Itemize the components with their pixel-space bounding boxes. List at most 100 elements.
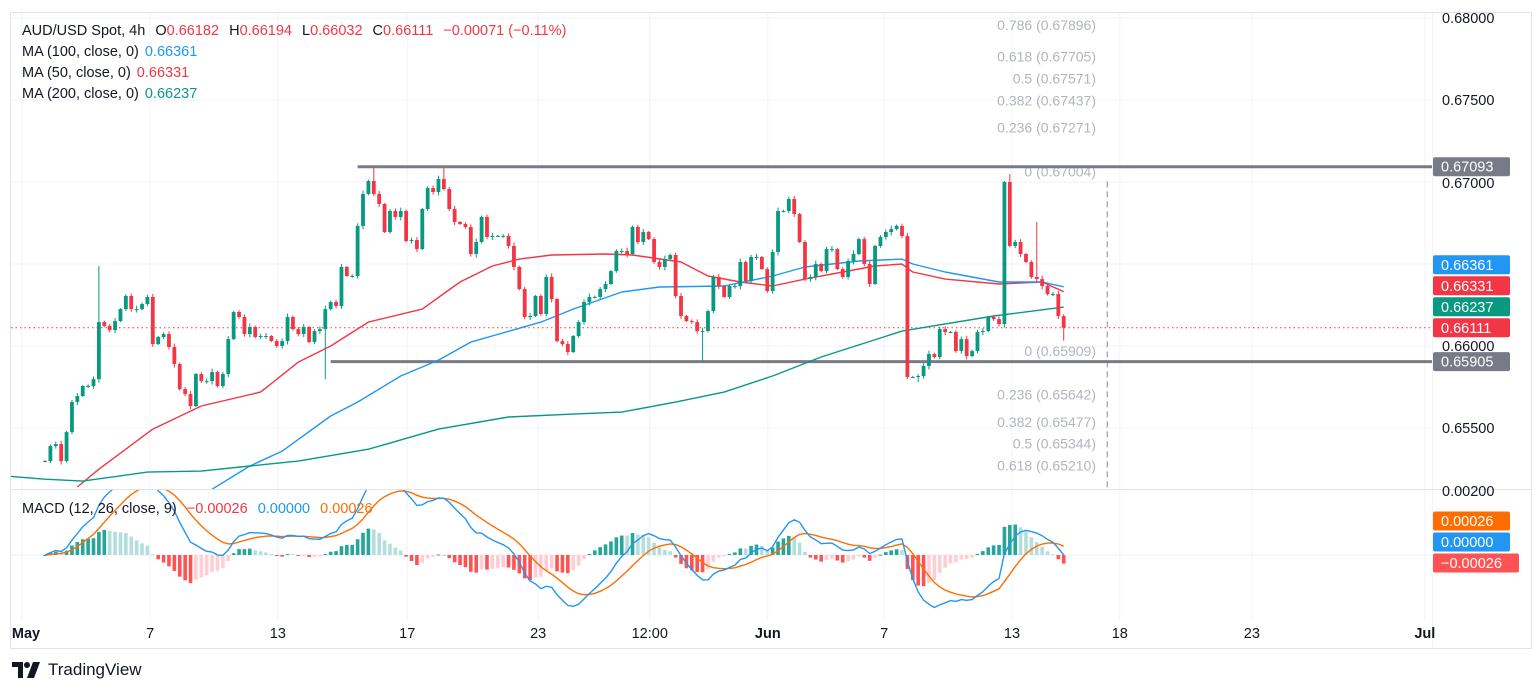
price-pane[interactable]: 0.786 (0.67896) 0.618 (0.67705) 0.5 (0.675… <box>7 17 1432 489</box>
candle <box>328 300 333 311</box>
candle <box>910 376 915 378</box>
candle-body <box>161 334 166 337</box>
price-badge[interactable]: 0.66361 <box>1433 255 1510 275</box>
candle-body <box>280 341 285 346</box>
candle <box>830 246 834 253</box>
macd-histogram-bar <box>749 545 753 555</box>
candle-body <box>797 213 802 243</box>
candle <box>851 250 856 265</box>
candle-body <box>167 334 171 347</box>
macd-histogram-bar <box>328 551 333 555</box>
macd-histogram-bar <box>479 555 484 570</box>
candle <box>883 229 888 240</box>
candle <box>932 352 937 359</box>
macd-histogram-bar <box>679 555 683 564</box>
candle-body <box>652 239 656 263</box>
candle <box>167 331 171 350</box>
candle <box>301 323 306 338</box>
price-badge[interactable]: 0.66331 <box>1433 276 1510 296</box>
candle-body <box>355 225 360 276</box>
macd-badge[interactable]: 0.00000 <box>1433 532 1510 552</box>
price-badge[interactable]: 0.65905 <box>1433 352 1510 372</box>
candle-body <box>997 319 1001 325</box>
candle-body <box>382 203 387 233</box>
horizontal-levels[interactable] <box>11 165 1432 364</box>
candle-body <box>301 326 306 335</box>
ma200-legend[interactable]: MA (200, close, 0) 0.66237 <box>22 85 197 103</box>
macd-badge[interactable]: 0.00026 <box>1433 511 1510 531</box>
candle <box>538 294 543 316</box>
tradingview-logo[interactable]: TradingView <box>12 660 142 680</box>
candle <box>743 260 748 283</box>
macd-legend[interactable]: MACD (12, 26, close, 9) −0.00026 0.00000… <box>22 500 373 518</box>
macd-histogram-bar <box>598 547 602 555</box>
candle <box>425 186 430 211</box>
tradingview-logo-icon <box>12 662 40 678</box>
price-axis[interactable]: 0.68000 0.67500 0.67000 0.66000 0.65500 0.002… <box>1433 11 1519 573</box>
time-axis[interactable]: May 7 13 17 23 12:00 Jun 7 13 18 23 Jul <box>12 626 1435 642</box>
macd-pane[interactable] <box>43 476 1066 609</box>
candle <box>339 263 344 310</box>
candle <box>770 249 775 294</box>
macd-histogram-bar <box>539 555 543 577</box>
candle-body <box>512 245 516 267</box>
price-badge[interactable]: 0.66111 <box>1433 318 1510 338</box>
candle-body <box>53 444 58 447</box>
candle-body <box>156 336 161 345</box>
candle <box>609 270 613 285</box>
candle <box>986 315 991 333</box>
macd-histogram-bar <box>253 550 258 555</box>
candle <box>231 311 236 341</box>
price-badge-bg <box>1433 276 1510 296</box>
candle <box>1040 275 1045 290</box>
candle <box>695 319 700 334</box>
candle <box>786 196 791 214</box>
time-axis-tick: 12:00 <box>632 626 668 642</box>
candle <box>619 248 624 254</box>
macd-histogram-bar <box>964 555 969 560</box>
ma50-legend[interactable]: MA (50, close, 0) 0.66331 <box>22 64 189 82</box>
candle-body <box>350 275 355 277</box>
candle <box>571 335 576 354</box>
macd-histogram-bar <box>910 555 915 581</box>
time-axis-tick: 23 <box>530 626 546 642</box>
candle <box>1045 284 1050 296</box>
candle <box>792 196 797 218</box>
candle <box>506 233 511 249</box>
candle-body <box>102 322 107 326</box>
chart-frame <box>10 12 1532 649</box>
candle <box>285 313 290 345</box>
macd-histogram-bar <box>140 543 144 555</box>
time-axis-tick: Jul <box>1414 626 1435 642</box>
candle-body <box>549 276 554 300</box>
candle <box>242 314 247 337</box>
macd-badge[interactable]: −0.00026 <box>1433 553 1519 573</box>
macd-histogram-bar <box>301 555 306 556</box>
fib-retracement[interactable]: 0.786 (0.67896) 0.618 (0.67705) 0.5 (0.675… <box>997 17 1108 489</box>
candle-body <box>1002 182 1007 325</box>
candle <box>835 248 840 271</box>
macd-histogram-bar <box>388 543 392 555</box>
price-badge[interactable]: 0.66237 <box>1433 297 1510 317</box>
macd-histogram-bar <box>86 538 90 555</box>
candle <box>673 252 678 299</box>
macd-histogram-bar <box>884 552 888 555</box>
candle <box>404 209 409 243</box>
symbol-legend[interactable]: AUD/USD Spot, 4h O0.66182 H0.66194 L0.66… <box>22 22 566 40</box>
macd-histogram-bar <box>900 550 904 555</box>
high-label: H <box>229 23 240 39</box>
macd-histogram-bar <box>269 554 274 556</box>
candle-body <box>776 211 780 253</box>
ma100-legend[interactable]: MA (100, close, 0) 0.66361 <box>22 43 197 61</box>
price-axis-tick: 0.66000 <box>1442 339 1494 355</box>
candle-body <box>706 311 710 332</box>
price-badge[interactable]: 0.67093 <box>1433 157 1510 177</box>
candle <box>522 286 527 320</box>
ma200-line <box>11 306 1064 482</box>
candle-body <box>468 226 473 254</box>
candles <box>43 166 1066 465</box>
candle <box>441 168 446 191</box>
candle-body <box>1018 242 1023 254</box>
macd-histogram-bar <box>420 555 425 563</box>
